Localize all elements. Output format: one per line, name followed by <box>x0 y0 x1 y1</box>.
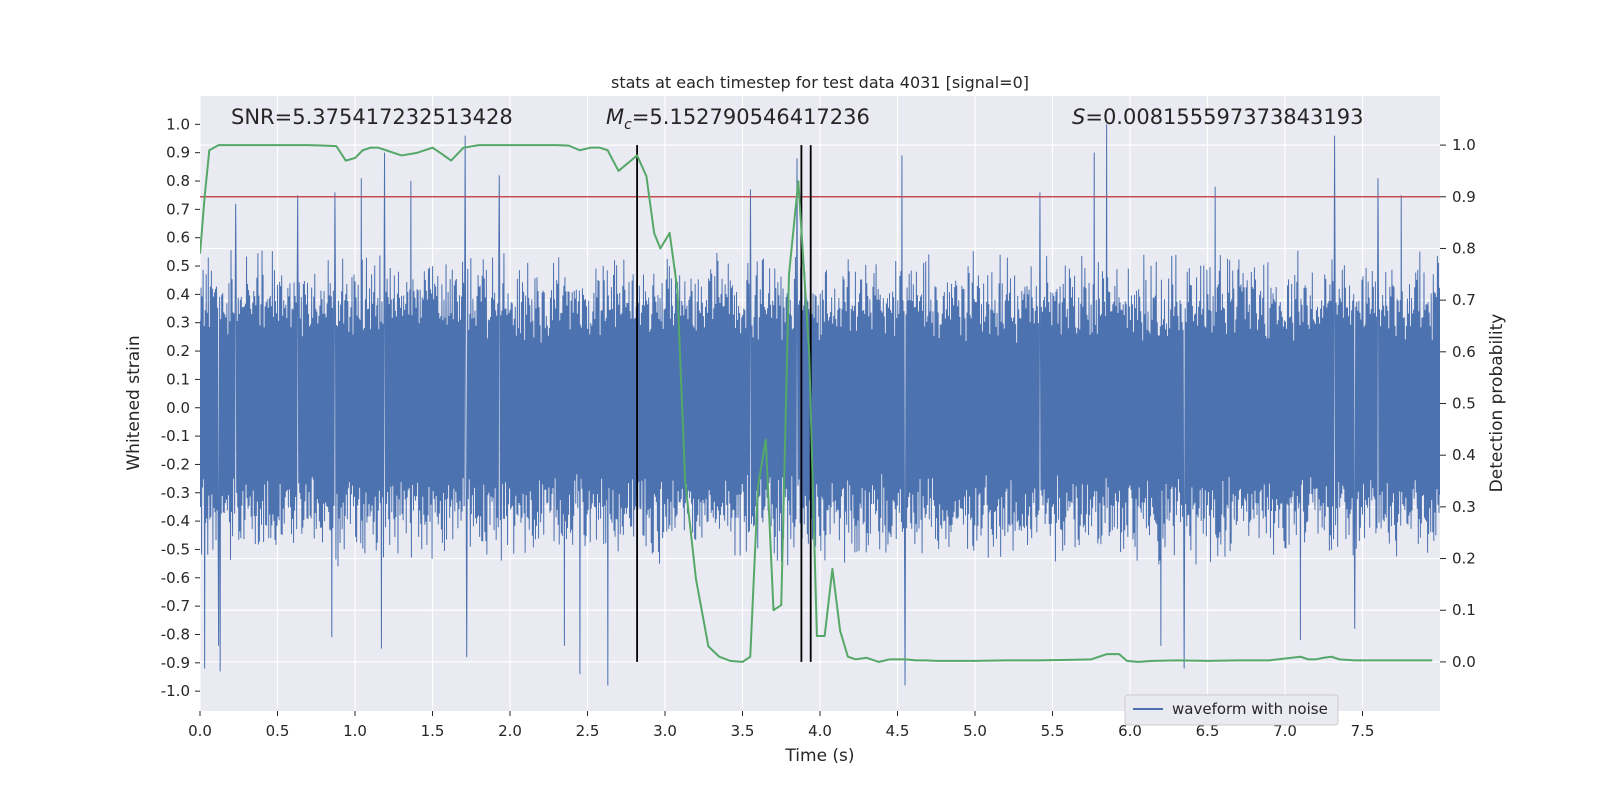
chirp-mass-value: =5.152790546417236 <box>632 105 870 129</box>
y-axis-right: 1.0 0.9 0.8 0.7 0.6 0.5 0.4 0.3 0.2 0.1 0.0 <box>1440 136 1476 671</box>
s-annotation: S=0.008155597373843193 <box>1072 105 1363 129</box>
y-left-tick-label-12: -0.2 <box>161 455 190 473</box>
chirp-mass-subscript: c <box>624 117 632 133</box>
x-tick-label-12: 6.0 <box>1118 722 1142 740</box>
y-left-tick-label-13: -0.3 <box>161 484 190 502</box>
s-value: =0.008155597373843193 <box>1085 105 1363 129</box>
x-axis-label: Time (s) <box>784 746 854 766</box>
x-axis: 0.0 0.5 1.0 1.5 2.0 2.5 3.0 3.5 4.0 4.5 5.0 5.5 6.0 6… <box>188 711 1374 740</box>
x-tick-label-11: 5.5 <box>1041 722 1065 740</box>
y-left-tick-label-18: -0.8 <box>161 625 190 643</box>
y-right-tick-label-6: 0.4 <box>1452 446 1476 464</box>
x-tick-label-5: 2.5 <box>576 722 600 740</box>
y-right-tick-label-5: 0.5 <box>1452 395 1476 413</box>
x-tick-label-6: 3.0 <box>653 722 677 740</box>
y-axis-right-label: Detection probability <box>1487 314 1507 493</box>
chart-title: stats at each timestep for test data 403… <box>611 73 1029 92</box>
y-axis-left-label: Whitened strain <box>124 335 144 470</box>
y-axis-left: 1.0 0.9 0.8 0.7 0.6 0.5 0.4 0.3 0.2 0.1 0.0 -0.1 -0.… <box>161 115 200 700</box>
chirp-mass-symbol: M <box>606 105 624 129</box>
y-right-tick-label-1: 0.9 <box>1452 188 1476 206</box>
y-left-tick-label-14: -0.4 <box>161 512 190 530</box>
y-left-tick-label-2: 0.8 <box>166 172 190 190</box>
legend-label: waveform with noise <box>1172 700 1328 718</box>
detection-probability-series <box>200 144 1433 663</box>
x-tick-label-15: 7.5 <box>1351 722 1375 740</box>
y-left-tick-label-10: 0.0 <box>166 399 190 417</box>
y-left-tick-label-16: -0.6 <box>161 569 190 587</box>
legend-box <box>1124 694 1339 726</box>
y-right-tick-label-3: 0.7 <box>1452 291 1476 309</box>
y-left-tick-label-1: 0.9 <box>166 144 190 162</box>
chirp-mass-annotation: Mc=5.152790546417236 <box>606 105 870 133</box>
y-left-tick-label-8: 0.2 <box>166 342 190 360</box>
y-left-tick-label-3: 0.7 <box>166 200 190 218</box>
y-left-tick-label-6: 0.4 <box>166 285 190 303</box>
y-left-tick-label-19: -0.9 <box>161 654 190 672</box>
x-tick-label-2: 1.0 <box>343 722 367 740</box>
y-right-tick-label-2: 0.8 <box>1452 239 1476 257</box>
x-tick-label-1: 0.5 <box>266 722 290 740</box>
y-left-tick-label-5: 0.5 <box>166 257 190 275</box>
x-tick-label-7: 3.5 <box>731 722 755 740</box>
x-tick-label-13: 6.5 <box>1196 722 1220 740</box>
y-left-tick-label-11: -0.1 <box>161 427 190 445</box>
y-left-tick-label-0: 1.0 <box>166 115 190 133</box>
y-right-tick-label-7: 0.3 <box>1452 498 1476 516</box>
snr-annotation: SNR=5.375417232513428 <box>231 105 513 129</box>
y-right-tick-label-10: 0.0 <box>1452 653 1476 671</box>
x-tick-label-3: 1.5 <box>421 722 445 740</box>
x-tick-label-10: 5.0 <box>963 722 987 740</box>
y-left-tick-label-15: -0.5 <box>161 540 190 558</box>
s-symbol: S <box>1072 105 1085 129</box>
legend: waveform with noise <box>1124 694 1339 726</box>
x-tick-label-0: 0.0 <box>188 722 212 740</box>
x-tick-label-14: 7.0 <box>1273 722 1297 740</box>
y-right-tick-label-0: 1.0 <box>1452 136 1476 154</box>
y-left-tick-label-17: -0.7 <box>161 597 190 615</box>
x-tick-label-8: 4.0 <box>808 722 832 740</box>
x-tick-label-4: 2.0 <box>498 722 522 740</box>
waveform-series <box>200 124 1440 686</box>
y-right-tick-label-4: 0.6 <box>1452 343 1476 361</box>
y-left-tick-label-7: 0.3 <box>166 314 190 332</box>
y-left-tick-label-9: 0.1 <box>166 370 190 388</box>
y-left-tick-label-4: 0.6 <box>166 229 190 247</box>
y-left-tick-label-20: -1.0 <box>161 682 190 700</box>
y-right-tick-label-9: 0.1 <box>1452 601 1476 619</box>
x-tick-label-9: 4.5 <box>886 722 910 740</box>
y-right-tick-label-8: 0.2 <box>1452 550 1476 568</box>
